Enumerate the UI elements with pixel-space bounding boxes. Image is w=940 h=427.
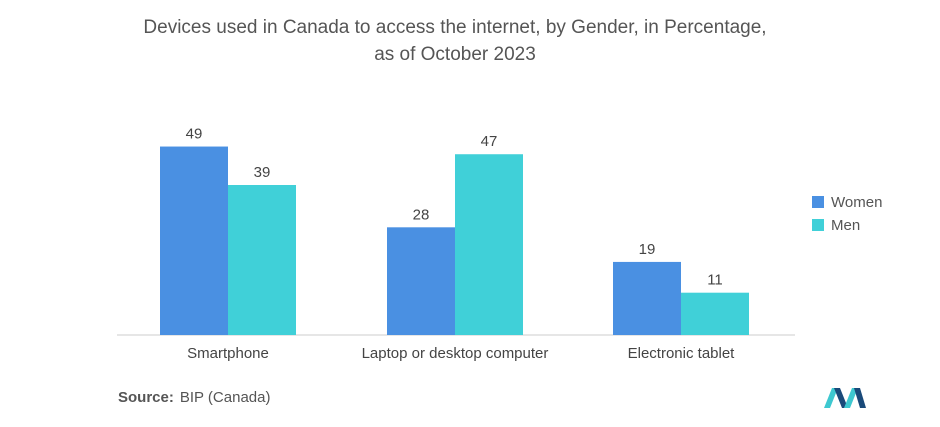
chart-title-line-1: Devices used in Canada to access the int… (143, 17, 767, 38)
bar-chart: 49 39 Smartphone 28 47 Laptop or desktop comp… (117, 126, 882, 362)
data-label-women-2: 28 (413, 206, 430, 223)
chart-title-line-2: as of October 2023 (374, 44, 536, 65)
source-label: Source: (118, 389, 174, 406)
bar-women-3 (613, 261, 681, 335)
legend-label-women: Women (831, 194, 882, 211)
x-tick-label-1: Smartphone (187, 345, 269, 362)
logo-right-left-stroke (844, 388, 858, 408)
brand-logo-icon (824, 388, 866, 408)
bar-men-3 (681, 292, 749, 335)
bar-men-2 (455, 154, 523, 335)
bar-women-2 (387, 227, 455, 335)
data-label-women-1: 49 (186, 126, 203, 143)
x-tick-label-2: Laptop or desktop computer (362, 345, 549, 362)
logo-middle-stroke (834, 388, 848, 408)
chart-title: Devices used in Canada to access the int… (0, 14, 910, 68)
x-tick-label-3: Electronic tablet (628, 345, 736, 362)
source-note: Source: BIP (Canada) (118, 389, 270, 406)
data-label-men-2: 47 (481, 133, 498, 150)
legend-label-men: Men (831, 217, 860, 234)
logo-right-stroke (854, 388, 866, 408)
legend-swatch-women (812, 196, 824, 208)
logo-left-stroke (824, 388, 838, 408)
source-text: BIP (Canada) (179, 389, 271, 406)
data-label-women-3: 19 (639, 241, 656, 258)
data-label-men-3: 11 (707, 272, 723, 289)
legend-swatch-men (812, 219, 824, 231)
bar-women-1 (160, 146, 228, 335)
bar-men-1 (228, 185, 296, 335)
data-label-men-1: 39 (254, 164, 271, 181)
